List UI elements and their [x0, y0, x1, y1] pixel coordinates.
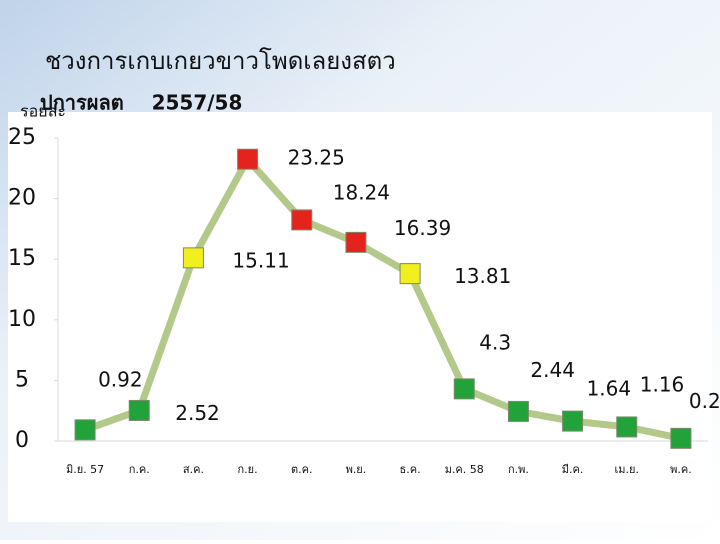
point-marker — [562, 410, 584, 432]
data-label: 15.11 — [232, 248, 289, 272]
point-marker — [237, 148, 259, 170]
point-marker — [128, 399, 150, 421]
point-marker — [453, 378, 475, 400]
x-tick-label: ส.ค. — [183, 463, 204, 476]
data-label: 2.44 — [530, 358, 575, 382]
chart-panel — [8, 112, 712, 522]
data-label: 0.22 — [689, 389, 720, 413]
y-tick-label: 0 — [15, 428, 29, 453]
point-marker — [507, 400, 529, 422]
x-tick-label: ก.ค. — [129, 463, 150, 476]
y-tick-label: 5 — [15, 367, 29, 392]
data-label: 13.81 — [454, 264, 511, 288]
x-tick-label: พ.ย. — [346, 463, 367, 476]
y-tick-label: 15 — [8, 246, 36, 271]
data-label: 0.92 — [98, 367, 143, 391]
x-tick-label: ต.ค. — [291, 463, 313, 476]
point-marker — [670, 427, 692, 449]
data-label: 2.52 — [175, 401, 220, 425]
data-label: 4.3 — [479, 330, 511, 354]
y-tick-label: 20 — [8, 186, 36, 211]
x-tick-label: พ.ค. — [670, 463, 692, 476]
x-tick-label: ก.ย. — [238, 463, 258, 476]
chart-subtitle: ปการผลต 2557/58 — [40, 91, 242, 115]
y-tick-label: 10 — [8, 307, 36, 332]
point-marker — [616, 416, 638, 438]
x-tick-label: มิ.ย. 57 — [66, 463, 104, 476]
data-label: 18.24 — [333, 180, 390, 204]
data-label: 1.64 — [587, 377, 632, 401]
y-axis-label: รอยละ — [20, 102, 66, 121]
data-label: 16.39 — [394, 216, 451, 240]
x-tick-label: ก.พ. — [508, 463, 529, 476]
x-tick-label: ธ.ค. — [400, 463, 421, 476]
x-tick-label: ม.ค. 58 — [445, 463, 484, 476]
point-marker — [182, 247, 204, 269]
point-marker — [291, 209, 313, 231]
chart-title: ชวงการเกบเกยวขาวโพดเลยงสตว — [45, 47, 396, 75]
x-tick-label: เม.ย. — [615, 463, 639, 476]
point-marker — [74, 419, 96, 441]
y-tick-label: 25 — [8, 125, 36, 150]
data-label: 1.16 — [640, 372, 685, 396]
point-marker — [345, 231, 367, 253]
data-label: 23.25 — [288, 146, 345, 170]
x-tick-label: มี.ค. — [562, 463, 584, 476]
point-marker — [399, 263, 421, 285]
